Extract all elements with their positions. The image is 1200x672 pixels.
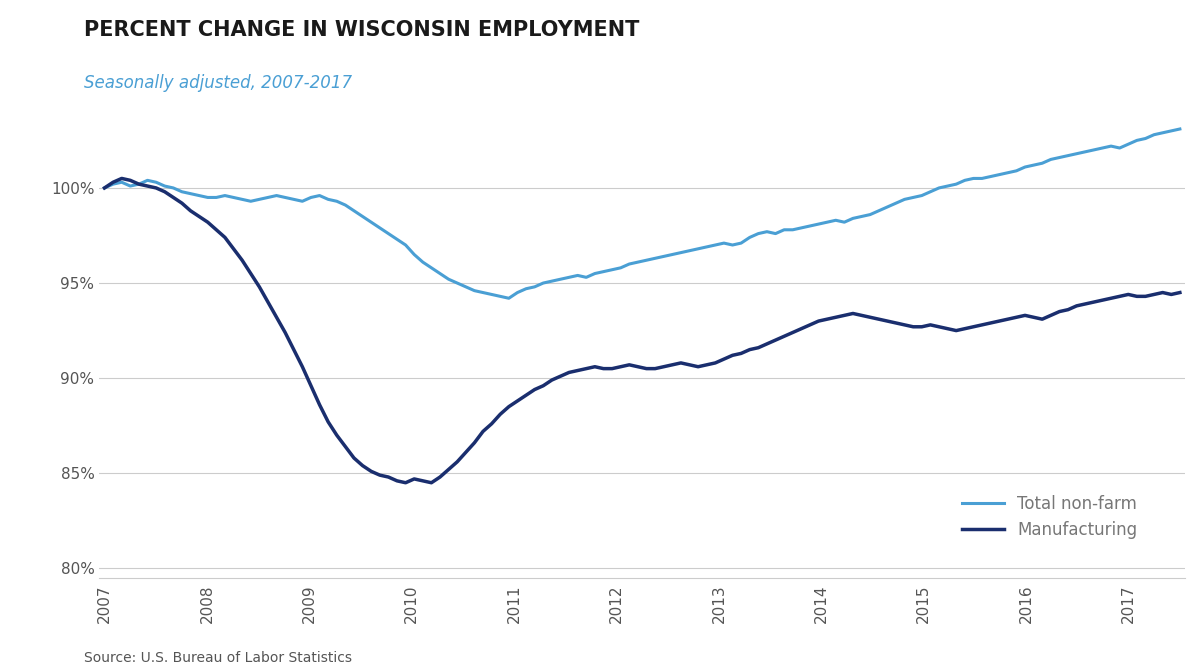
Total non-farm <box>166 184 180 192</box>
Manufacturing <box>175 199 190 207</box>
Total non-farm <box>502 294 516 302</box>
Total non-farm <box>768 230 782 238</box>
Total non-farm <box>743 233 757 241</box>
Legend: Total non-farm, Manufacturing: Total non-farm, Manufacturing <box>955 488 1144 546</box>
Manufacturing <box>751 343 766 351</box>
Manufacturing <box>97 184 112 192</box>
Line: Manufacturing: Manufacturing <box>104 179 1180 482</box>
Total non-farm <box>1172 125 1187 133</box>
Line: Total non-farm: Total non-farm <box>104 129 1180 298</box>
Text: PERCENT CHANGE IN WISCONSIN EMPLOYMENT: PERCENT CHANGE IN WISCONSIN EMPLOYMENT <box>84 20 640 40</box>
Text: Seasonally adjusted, 2007-2017: Seasonally adjusted, 2007-2017 <box>84 74 352 92</box>
Total non-farm <box>613 264 628 272</box>
Manufacturing <box>398 478 413 487</box>
Total non-farm <box>820 218 834 226</box>
Manufacturing <box>1172 288 1187 296</box>
Manufacturing <box>622 361 636 369</box>
Total non-farm <box>97 184 112 192</box>
Manufacturing <box>382 473 396 481</box>
Manufacturing <box>776 332 791 340</box>
Manufacturing <box>114 175 128 183</box>
Manufacturing <box>828 313 842 321</box>
Total non-farm <box>372 224 386 232</box>
Text: Source: U.S. Bureau of Labor Statistics: Source: U.S. Bureau of Labor Statistics <box>84 651 352 665</box>
